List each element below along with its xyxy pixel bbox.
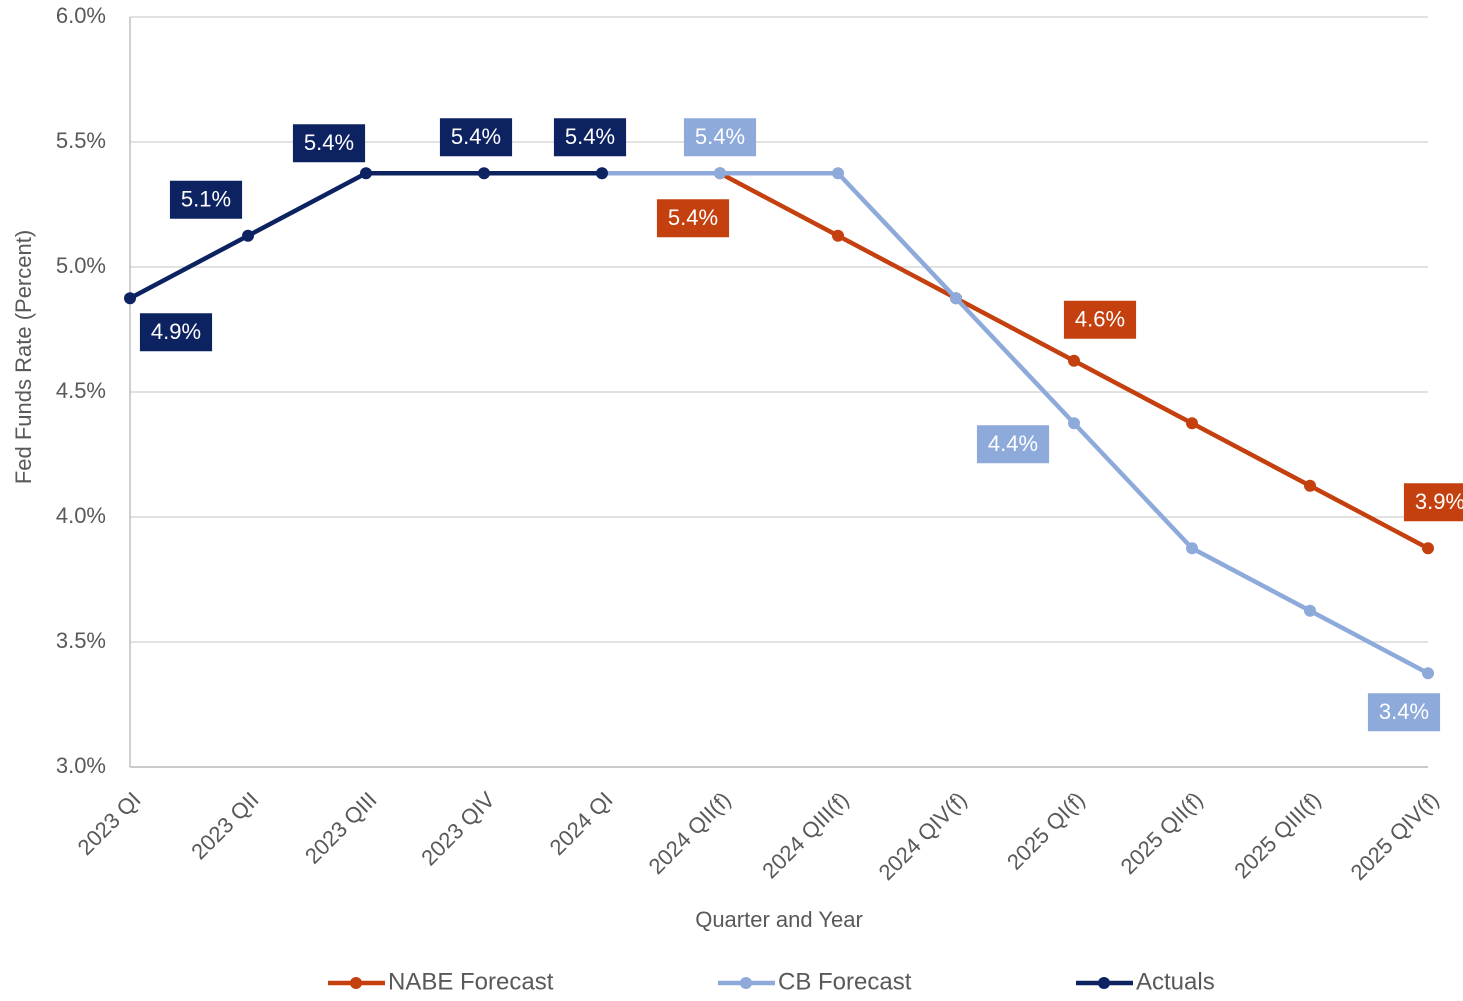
data-point [124, 292, 136, 305]
data-label-box [139, 313, 213, 352]
data-point [832, 229, 844, 242]
data-label: 5.4% [656, 199, 730, 238]
x-tick-label: 2023 QII [186, 787, 263, 864]
data-label-text: 5.4% [451, 124, 501, 149]
legend-label: NABE Forecast [388, 968, 554, 995]
data-label-box [1063, 300, 1137, 339]
data-label: 4.4% [976, 425, 1050, 464]
data-point [360, 167, 372, 180]
data-point [1186, 542, 1198, 555]
series-line [602, 171, 1430, 676]
data-label-text: 3.4% [1379, 699, 1429, 724]
data-label-text: 5.4% [695, 124, 745, 149]
data-label-text: 5.4% [668, 205, 718, 230]
y-axis-title: Fed Funds Rate (Percent) [11, 230, 36, 484]
data-label-box [1367, 693, 1441, 732]
data-point [714, 167, 726, 180]
data-label-text: 4.4% [988, 431, 1038, 456]
data-label-text: 4.9% [151, 319, 201, 344]
data-label: 3.4% [1367, 693, 1441, 732]
data-label-box [1403, 483, 1463, 522]
y-tick-label: 3.5% [56, 628, 106, 653]
data-label-box [976, 425, 1050, 464]
data-point [1068, 354, 1080, 367]
legend-marker [740, 977, 752, 989]
data-label-box [683, 118, 757, 157]
data-point [832, 167, 844, 180]
y-tick-label: 5.5% [56, 128, 106, 153]
y-tick-label: 6.0% [56, 3, 106, 28]
x-tick-label: 2023 QIV [416, 787, 500, 871]
x-tick-label: 2024 QI [545, 787, 618, 860]
data-label: 5.4% [553, 118, 627, 157]
data-point [1304, 604, 1316, 617]
legend-marker [350, 977, 362, 989]
legend-label: CB Forecast [778, 968, 912, 995]
data-label: 4.6% [1063, 300, 1137, 339]
data-label-text: 5.4% [304, 130, 354, 155]
data-point [1304, 479, 1316, 492]
data-point [596, 167, 608, 180]
x-tick-label: 2024 QIV(f) [874, 787, 972, 885]
data-point [478, 167, 490, 180]
data-point [1186, 417, 1198, 430]
data-label: 5.4% [683, 118, 757, 157]
x-tick-label: 2025 QI(f) [1002, 787, 1090, 875]
legend-marker [1098, 977, 1110, 989]
x-tick-label: 2024 QIII(f) [757, 787, 853, 883]
y-tick-label: 3.0% [56, 753, 106, 778]
data-label-box [553, 118, 627, 157]
data-label-text: 5.1% [181, 187, 231, 212]
data-label: 5.1% [169, 180, 243, 219]
data-label-text: 4.6% [1075, 307, 1125, 332]
data-label-box [169, 180, 243, 219]
data-point [1422, 667, 1434, 680]
y-tick-label: 5.0% [56, 253, 106, 278]
y-tick-label: 4.0% [56, 503, 106, 528]
data-point [1068, 417, 1080, 430]
legend-label: Actuals [1136, 968, 1215, 995]
data-point [950, 292, 962, 305]
data-point [1422, 542, 1434, 555]
x-tick-label: 2025 QIV(f) [1346, 787, 1444, 885]
data-label: 4.9% [139, 313, 213, 352]
data-label-box [656, 199, 730, 238]
x-tick-label: 2023 QIII [300, 787, 382, 869]
data-label: 5.4% [292, 124, 366, 163]
x-tick-label: 2025 QII(f) [1116, 787, 1208, 879]
x-tick-label: 2024 QII(f) [644, 787, 736, 879]
x-tick-label: 2025 QIII(f) [1229, 787, 1325, 883]
data-label-box [439, 118, 513, 157]
data-label: 5.4% [439, 118, 513, 157]
x-tick-label: 2023 QI [73, 787, 146, 860]
data-point [242, 229, 254, 242]
data-label-box [292, 124, 366, 163]
x-axis-title: Quarter and Year [695, 907, 863, 932]
y-tick-label: 4.5% [56, 378, 106, 403]
data-label-text: 3.9% [1415, 489, 1463, 514]
data-label-text: 5.4% [565, 124, 615, 149]
data-label: 3.9% [1403, 483, 1463, 522]
